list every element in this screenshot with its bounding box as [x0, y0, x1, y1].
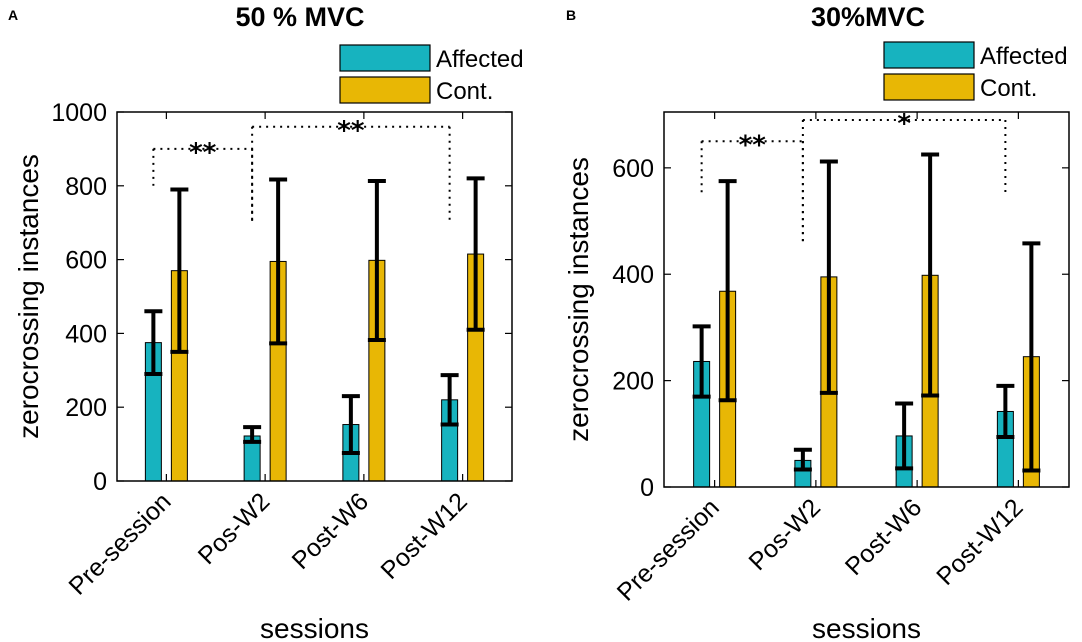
y-tick-label: 1000 [51, 99, 107, 127]
x-tick-label: Pre-session [612, 493, 725, 606]
x-tick-label: Pos-W2 [743, 493, 826, 576]
y-axis-label: zerocrossing instances [13, 154, 44, 439]
x-axis-label: sessions [812, 613, 921, 642]
significance-marker: ** [337, 116, 365, 146]
y-tick-label: 400 [65, 320, 107, 348]
x-tick-label: Post-W12 [375, 487, 472, 584]
legend-swatch [339, 76, 431, 104]
y-tick-label: 600 [65, 247, 107, 275]
panel-letter: B [566, 7, 576, 23]
y-tick-label: 200 [612, 368, 654, 396]
x-axis-label: sessions [260, 613, 369, 642]
significance-marker: ** [739, 130, 767, 160]
legend-label: Affected [436, 46, 524, 73]
significance-marker: * [897, 109, 911, 139]
legend-label: Affected [980, 43, 1068, 70]
y-tick-label: 400 [612, 261, 654, 289]
legend-label: Cont. [980, 75, 1037, 102]
y-tick-label: 0 [640, 474, 654, 502]
y-tick-label: 600 [612, 155, 654, 183]
y-tick-label: 800 [65, 173, 107, 201]
x-tick-label: Pos-W2 [193, 487, 276, 570]
x-tick-label: Post-W6 [287, 487, 375, 575]
plot-frame [116, 111, 513, 482]
y-axis-label: zerocrossing instances [563, 157, 594, 442]
x-tick-label: Post-W6 [840, 493, 928, 581]
chart-title: 50 % MVC [235, 2, 364, 32]
x-tick-label: Pre-session [63, 487, 176, 600]
significance-marker: ** [189, 138, 217, 168]
legend-swatch [339, 44, 431, 72]
panel-letter: A [8, 7, 18, 23]
plot-frame [663, 111, 1070, 488]
y-tick-label: 200 [65, 394, 107, 422]
chart-title: 30%MVC [811, 2, 925, 32]
legend-swatch [883, 41, 975, 69]
y-tick-label: 0 [93, 468, 107, 496]
x-tick-label: Post-W12 [931, 493, 1028, 590]
legend-swatch [883, 73, 975, 101]
legend-label: Cont. [436, 78, 493, 105]
